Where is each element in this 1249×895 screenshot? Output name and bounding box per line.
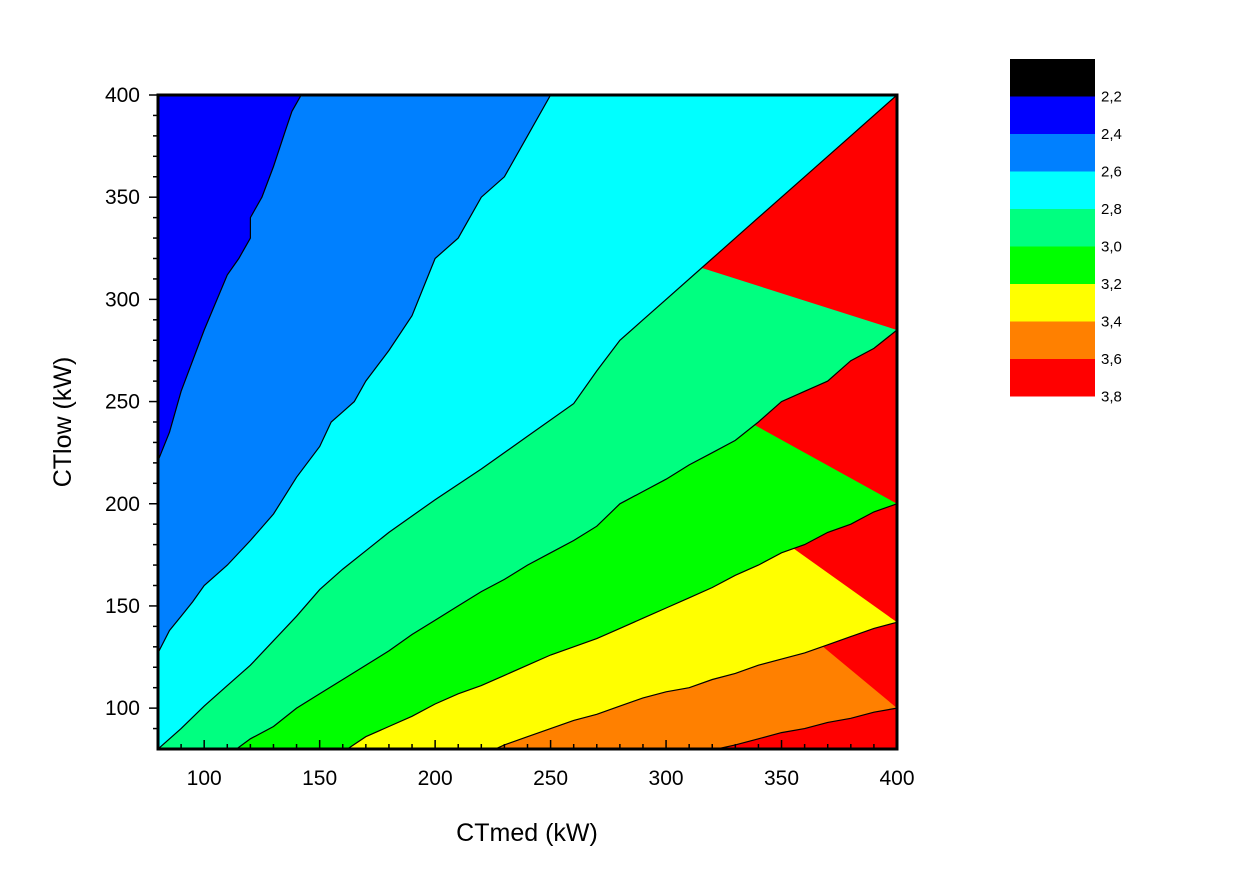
x-tick-label: 350 [764,767,799,790]
legend-swatch [1010,359,1095,397]
contour-lines [158,95,897,749]
legend-label: 3,4 [1101,314,1122,331]
legend-label: 3,6 [1101,351,1122,368]
legend-label: 2,4 [1101,126,1122,143]
x-axis: 100 150 200 250 300 350 400 [180,740,915,790]
y-tick-label: 150 [105,595,140,618]
legend-swatch [1010,59,1095,97]
contour-line [158,95,897,749]
legend-swatch [1010,134,1095,172]
contour-band [158,95,551,749]
x-tick-label: 150 [302,767,337,790]
contour-line [158,95,302,462]
legend-label: 2,8 [1101,201,1122,218]
y-tick-label: 100 [105,697,140,720]
legend-swatch [1010,246,1095,284]
legend-label: 2,2 [1101,89,1122,106]
contour-line [158,95,552,654]
y-tick-label: 300 [105,288,140,311]
x-tick-label: 400 [879,767,914,790]
y-tick-label: 250 [105,391,140,414]
legend-label: 2,6 [1101,164,1122,181]
y-tick-label: 400 [105,84,140,107]
x-tick-label: 100 [187,767,222,790]
legend-label: 3,2 [1101,276,1122,293]
legend-label: 3,8 [1101,389,1122,406]
x-tick-label: 200 [418,767,453,790]
y-axis-title: CTlow (kW) [49,357,77,488]
legend-swatch [1010,96,1095,134]
x-tick-label: 250 [533,767,568,790]
contour-line [494,621,897,749]
contour-line [347,503,897,749]
contour-band [158,95,302,749]
legend-swatch [1010,209,1095,247]
color-scale-legend: 2,2 2,4 2,6 2,8 3,0 3,2 3,4 3,6 3,8 [1010,59,1122,406]
y-axis: 100 150 200 250 300 350 400 [105,84,158,730]
legend-label: 3,0 [1101,239,1122,256]
contour-line [716,707,897,749]
x-axis-title: CTmed (kW) [456,819,598,847]
legend-swatch [1010,171,1095,209]
x-tick-label: 300 [649,767,684,790]
legend-swatch [1010,321,1095,359]
y-tick-label: 200 [105,493,140,516]
contour-line [236,329,897,749]
y-tick-label: 350 [105,186,140,209]
legend-swatch [1010,284,1095,322]
